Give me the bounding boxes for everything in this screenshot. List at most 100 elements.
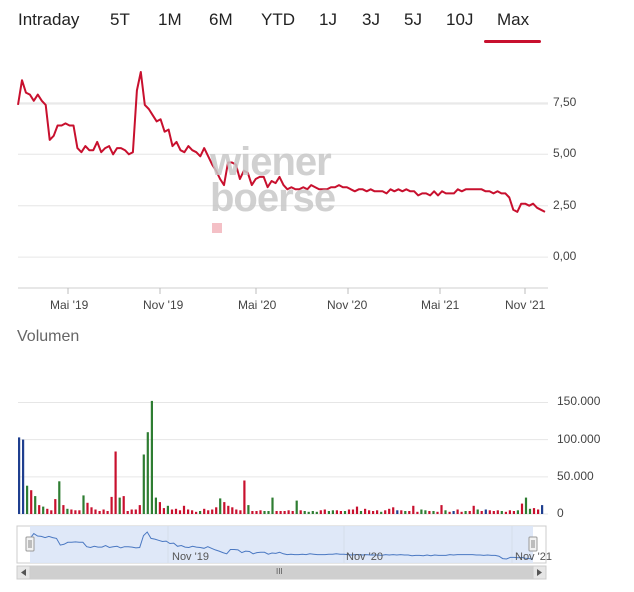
volume-bar xyxy=(291,511,294,514)
tab-ytd[interactable]: YTD xyxy=(261,10,295,29)
volume-bar xyxy=(440,505,443,514)
tab-10j[interactable]: 10J xyxy=(446,10,474,29)
volume-bar xyxy=(191,510,194,514)
volume-bar xyxy=(476,509,479,514)
volume-bar xyxy=(215,507,218,514)
volume-bar xyxy=(170,509,174,514)
volume-bar xyxy=(58,481,61,514)
volume-bar xyxy=(231,507,234,514)
volume-bar xyxy=(287,510,290,514)
volume-bar xyxy=(496,510,499,514)
price-y-tick: 7,50 xyxy=(553,94,577,109)
navigator-handle-icon[interactable] xyxy=(25,536,35,552)
volume-bar xyxy=(18,437,21,514)
volume-bar xyxy=(448,511,451,514)
volume-bar xyxy=(307,511,310,514)
volume-bar xyxy=(416,511,419,514)
volume-bar xyxy=(86,502,89,514)
volume-bar xyxy=(368,510,371,514)
volume-bar xyxy=(166,505,169,514)
volume-bar xyxy=(178,510,182,514)
volume-bar xyxy=(223,502,226,514)
volume-bar xyxy=(22,439,25,514)
scrollbar-thumb[interactable] xyxy=(30,566,533,579)
volume-bar xyxy=(327,511,330,514)
arrow-right-icon xyxy=(537,569,542,576)
volume-bar xyxy=(484,509,487,514)
volume-bar xyxy=(187,509,190,514)
volume-bar xyxy=(195,511,198,514)
volume-bar xyxy=(82,495,85,514)
volume-bar xyxy=(118,497,121,514)
volume-bar xyxy=(420,509,423,514)
volume-y-tick: 150.000 xyxy=(557,394,601,409)
volume-y-tick: 100.000 xyxy=(557,431,601,446)
volume-bar xyxy=(207,510,210,514)
volume-bar xyxy=(106,511,109,514)
volume-bar xyxy=(444,510,447,514)
tab-intraday[interactable]: Intraday xyxy=(18,10,80,29)
tab-max[interactable]: Max xyxy=(497,10,530,29)
navigator-series-line xyxy=(29,531,534,560)
navigator-x-label: Nov '20 xyxy=(346,551,383,563)
volume-bar xyxy=(408,511,411,514)
tab-1m[interactable]: 1M xyxy=(158,10,182,29)
volume-bar xyxy=(255,511,258,514)
watermark-logo-mark xyxy=(212,223,222,233)
volume-bar xyxy=(528,508,532,514)
price-x-tick: Mai '21 xyxy=(421,298,460,312)
volume-bar xyxy=(126,511,129,514)
price-series-line xyxy=(17,71,546,213)
price-x-tick: Nov '20 xyxy=(327,298,368,312)
volume-bar xyxy=(227,505,230,514)
tab-3j[interactable]: 3J xyxy=(362,10,380,29)
volume-bar xyxy=(500,511,503,514)
volume-bar xyxy=(102,509,105,514)
volume-bar xyxy=(355,506,359,514)
volume-bar xyxy=(424,510,427,514)
tab-5t[interactable]: 5T xyxy=(110,10,130,29)
volume-bar xyxy=(158,502,161,514)
volume-bar xyxy=(203,508,206,514)
price-x-tick: Mai '20 xyxy=(238,298,277,312)
volume-bar xyxy=(319,510,322,514)
volume-bar xyxy=(142,454,145,514)
watermark-line-2: boerse xyxy=(210,176,336,220)
tab-5j[interactable]: 5J xyxy=(404,10,422,29)
tab-1j[interactable]: 1J xyxy=(319,10,337,29)
volume-bar xyxy=(70,509,73,514)
volume-bar xyxy=(62,505,65,514)
volume-bar xyxy=(94,509,97,514)
volume-bar xyxy=(508,510,511,514)
range-tabs: Intraday 5T 1M 6M YTD 1J 3J 5J 10J Max xyxy=(0,0,634,48)
volume-bar xyxy=(432,511,435,514)
volume-bar xyxy=(492,511,495,514)
volume-bar xyxy=(456,509,459,514)
volume-bar xyxy=(154,497,157,514)
navigator-handle-icon[interactable] xyxy=(528,536,538,552)
volume-bar xyxy=(259,510,262,514)
volume-bar xyxy=(199,511,202,514)
volume-bar xyxy=(323,509,326,514)
volume-bar xyxy=(488,510,491,514)
watermark-line-1: wiener xyxy=(210,140,332,184)
volume-bar xyxy=(428,511,431,514)
volume-bar xyxy=(315,511,318,514)
price-x-tick: Nov '21 xyxy=(505,298,546,312)
volume-bar xyxy=(150,400,153,514)
volume-bar xyxy=(30,490,33,514)
volume-bar xyxy=(436,511,439,514)
scrollbar-grip-icon[interactable]: III xyxy=(276,567,283,576)
volume-bar xyxy=(78,510,81,514)
volume-bar xyxy=(279,511,282,514)
volume-bar xyxy=(130,509,133,514)
volume-bar xyxy=(384,510,387,514)
volume-bar xyxy=(54,499,57,514)
volume-bar xyxy=(347,509,351,514)
volume-bar xyxy=(239,510,242,514)
tab-6m[interactable]: 6M xyxy=(209,10,233,29)
price-y-tick: 0,00 xyxy=(553,249,577,264)
volume-bar xyxy=(162,508,165,514)
volume-bar xyxy=(247,505,250,514)
